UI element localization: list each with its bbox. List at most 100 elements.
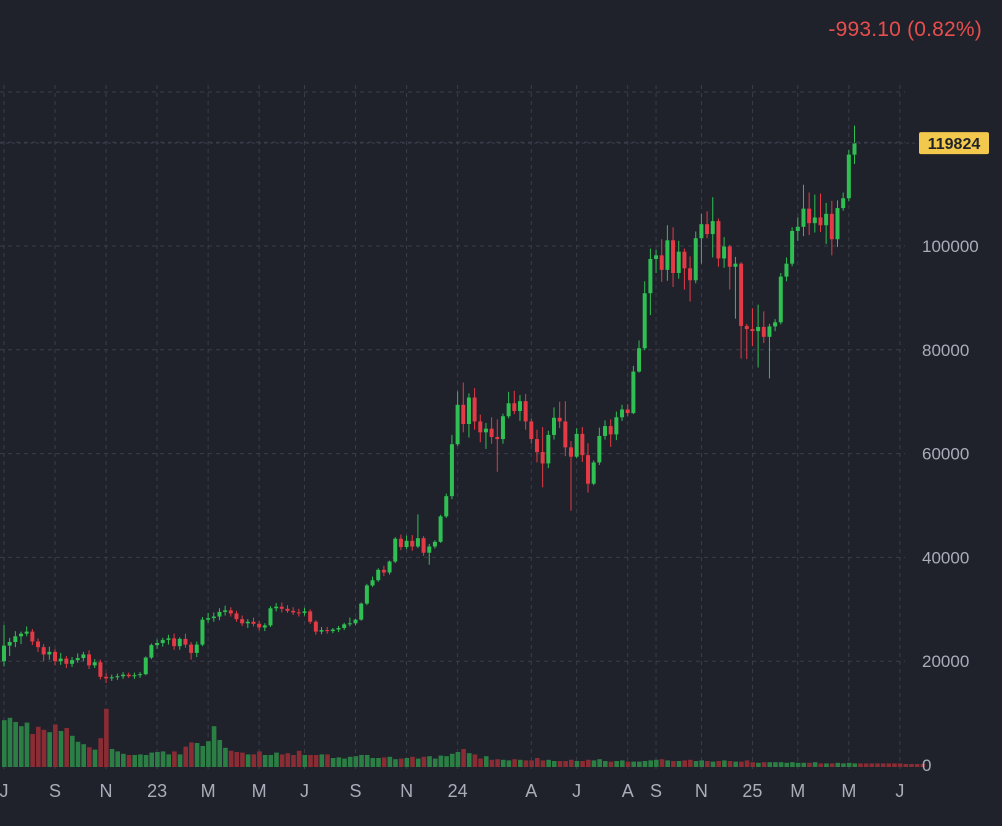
candle[interactable]: [733, 256, 738, 319]
candle[interactable]: [268, 606, 273, 627]
candle[interactable]: [2, 624, 6, 667]
candle[interactable]: [404, 535, 409, 550]
candle[interactable]: [807, 192, 812, 236]
candle[interactable]: [563, 401, 568, 457]
candle[interactable]: [540, 427, 545, 488]
candle[interactable]: [500, 413, 505, 444]
candle[interactable]: [421, 536, 426, 556]
candle[interactable]: [257, 620, 262, 631]
candle[interactable]: [364, 583, 369, 606]
candle[interactable]: [710, 197, 715, 258]
candle[interactable]: [36, 638, 41, 652]
candle[interactable]: [330, 627, 335, 634]
candle[interactable]: [138, 672, 143, 678]
candle[interactable]: [262, 623, 267, 632]
candle[interactable]: [489, 417, 494, 444]
candle[interactable]: [109, 674, 114, 681]
candle[interactable]: [398, 534, 403, 551]
candle[interactable]: [472, 388, 477, 430]
candle[interactable]: [648, 248, 653, 316]
candle[interactable]: [591, 460, 596, 486]
candle[interactable]: [654, 249, 659, 273]
candle[interactable]: [784, 257, 789, 282]
candle[interactable]: [637, 340, 642, 373]
candle[interactable]: [325, 626, 330, 634]
candle[interactable]: [19, 631, 24, 645]
candle[interactable]: [671, 227, 676, 288]
candle[interactable]: [115, 673, 120, 680]
candle[interactable]: [574, 428, 579, 459]
candle[interactable]: [841, 192, 846, 211]
candle[interactable]: [750, 308, 755, 347]
candle[interactable]: [642, 281, 647, 351]
candle[interactable]: [155, 639, 160, 649]
candle[interactable]: [183, 633, 188, 648]
candle[interactable]: [342, 622, 347, 631]
candle[interactable]: [767, 323, 772, 379]
candle[interactable]: [223, 605, 228, 616]
candle[interactable]: [461, 382, 466, 433]
candle[interactable]: [438, 514, 443, 543]
candle[interactable]: [381, 565, 386, 577]
candle[interactable]: [517, 394, 522, 421]
candle[interactable]: [126, 672, 131, 678]
candle[interactable]: [835, 200, 840, 248]
candle[interactable]: [347, 617, 352, 627]
candle[interactable]: [217, 608, 222, 621]
candle[interactable]: [104, 673, 109, 683]
candle[interactable]: [58, 652, 63, 665]
candle[interactable]: [81, 651, 86, 662]
candle[interactable]: [824, 202, 829, 244]
candle[interactable]: [682, 248, 687, 290]
candle[interactable]: [512, 390, 517, 415]
candle[interactable]: [41, 644, 46, 662]
candle[interactable]: [166, 634, 171, 645]
candle[interactable]: [98, 659, 103, 680]
candle[interactable]: [534, 429, 539, 463]
candle[interactable]: [432, 540, 437, 549]
candle[interactable]: [206, 612, 211, 623]
candle[interactable]: [756, 304, 761, 368]
candle[interactable]: [597, 427, 602, 466]
candle[interactable]: [727, 244, 732, 290]
candle[interactable]: [790, 227, 795, 267]
candle[interactable]: [586, 443, 591, 493]
candle[interactable]: [296, 608, 301, 617]
candle[interactable]: [64, 656, 69, 668]
candle[interactable]: [852, 125, 857, 164]
candle[interactable]: [53, 649, 58, 666]
candle[interactable]: [393, 537, 398, 564]
candle[interactable]: [336, 625, 341, 633]
candle[interactable]: [87, 650, 92, 669]
candle[interactable]: [693, 231, 698, 284]
candle[interactable]: [228, 607, 233, 617]
candle[interactable]: [13, 631, 18, 648]
candle[interactable]: [455, 391, 460, 446]
candle[interactable]: [387, 560, 392, 575]
candle[interactable]: [722, 237, 727, 268]
candle[interactable]: [319, 626, 324, 635]
candle[interactable]: [47, 646, 52, 660]
candle[interactable]: [291, 607, 296, 616]
candle[interactable]: [160, 637, 165, 647]
candle[interactable]: [376, 568, 381, 582]
candle[interactable]: [812, 194, 817, 233]
candlesticks[interactable]: [2, 125, 857, 683]
candle[interactable]: [7, 637, 12, 657]
candle[interactable]: [427, 543, 432, 565]
candle[interactable]: [495, 419, 500, 472]
candle[interactable]: [773, 319, 778, 332]
candle[interactable]: [132, 672, 137, 679]
candle[interactable]: [795, 217, 800, 241]
candle[interactable]: [529, 418, 534, 444]
candle[interactable]: [274, 603, 279, 612]
candle[interactable]: [194, 641, 199, 658]
candle[interactable]: [551, 407, 556, 440]
candle[interactable]: [189, 641, 194, 660]
candle[interactable]: [523, 393, 528, 430]
candle[interactable]: [172, 633, 177, 650]
candle[interactable]: [234, 610, 239, 622]
candle[interactable]: [285, 605, 290, 613]
candle[interactable]: [245, 619, 250, 628]
